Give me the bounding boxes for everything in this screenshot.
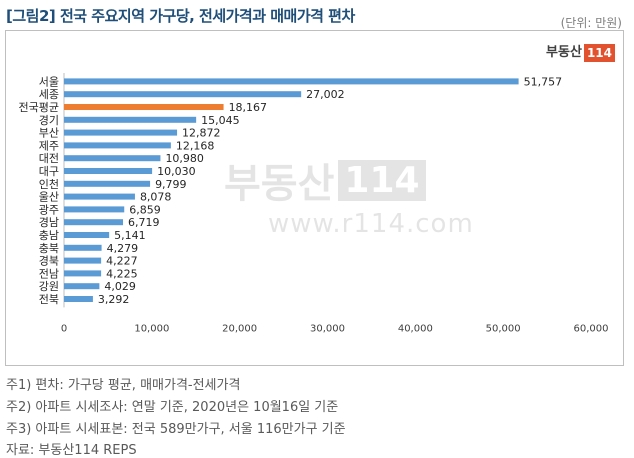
category-label: 울산	[39, 191, 59, 204]
value-label: 4,227	[106, 255, 138, 268]
value-label: 15,045	[201, 114, 240, 127]
category-label: 부산	[39, 127, 59, 140]
value-label: 10,030	[157, 165, 196, 178]
category-label: 강원	[39, 280, 59, 293]
value-label: 4,225	[106, 267, 138, 280]
category-label: 인천	[39, 177, 59, 191]
category-label: 경기	[39, 114, 59, 127]
category-label: 대구	[39, 165, 59, 178]
bar	[64, 219, 124, 226]
footnote-2: 주2) 아파트 시세조사: 연말 기준, 2020년은 10월16일 기준	[6, 400, 339, 415]
x-tick-label: 30,000	[310, 323, 345, 334]
value-label: 18,167	[229, 101, 268, 114]
category-label: 충남	[39, 229, 59, 242]
bar	[64, 91, 302, 98]
category-label: 경북	[39, 255, 59, 268]
x-tick-label: 40,000	[398, 323, 433, 334]
bar	[64, 168, 153, 174]
source-note: 자료: 부동산114 REPS	[6, 443, 137, 458]
watermark-number: 114	[338, 159, 426, 201]
bar	[64, 283, 100, 290]
value-label: 8,078	[140, 191, 172, 204]
watermark-url: www.r114.com	[268, 209, 474, 239]
category-label: 광주	[39, 203, 59, 216]
unit-label: (단위: 만원)	[560, 16, 622, 30]
category-label: 전남	[39, 267, 59, 280]
bar	[64, 180, 151, 187]
bar	[64, 129, 178, 136]
value-label: 10,980	[165, 152, 204, 165]
x-tick-label: 60,000	[574, 323, 609, 334]
category-label: 충북	[39, 242, 59, 255]
bar	[64, 296, 93, 302]
footnote-1: 주1) 편차: 가구당 평균, 매매가격-전세가격	[6, 378, 241, 393]
category-label: 제주	[39, 139, 59, 152]
bar	[64, 257, 102, 264]
value-label: 5,141	[114, 229, 146, 242]
category-label: 대전	[39, 152, 59, 165]
value-label: 9,799	[155, 178, 187, 191]
bar	[64, 270, 102, 277]
x-tick-label: 50,000	[486, 323, 521, 334]
value-label: 6,859	[129, 203, 161, 216]
bar	[64, 78, 519, 85]
value-label: 6,719	[128, 216, 160, 229]
category-label: 경남	[39, 216, 59, 229]
bar	[64, 206, 125, 213]
value-label: 3,292	[98, 293, 130, 306]
watermark-text: 부동산	[224, 161, 335, 207]
brand-logo: 부동산 114	[544, 44, 615, 62]
value-label: 4,279	[107, 242, 139, 255]
bar-chart: 서울 51,757 세종 27,002 전국평균 18,167 경기 15,045 부산 12,8…	[19, 73, 609, 334]
category-label: 전국평균	[19, 101, 59, 114]
value-label: 27,002	[306, 88, 345, 101]
bar	[64, 116, 197, 123]
bar	[64, 104, 224, 110]
bar	[64, 142, 171, 149]
category-label: 전북	[39, 293, 59, 306]
category-label: 서울	[39, 75, 59, 88]
value-label: 12,872	[182, 127, 221, 140]
chart-title: [그림2] 전국 주요지역 가구당, 전세가격과 매매가격 편차	[6, 7, 355, 25]
logo-text: 부동산	[546, 45, 582, 60]
chart-area: 부동산 114 www.r114.com 부동산 114 서울 51,757 세종 2…	[5, 30, 624, 366]
logo-number: 114	[583, 44, 615, 62]
value-label: 4,029	[104, 280, 136, 293]
x-tick-label: 0	[61, 323, 67, 334]
watermark-logo: 부동산 114	[224, 151, 426, 209]
bar	[64, 232, 110, 238]
value-label: 51,757	[524, 75, 563, 88]
bar	[64, 155, 161, 162]
value-label: 12,168	[176, 139, 215, 152]
x-tick-label: 20,000	[222, 323, 257, 334]
bar	[64, 193, 135, 200]
bar	[64, 244, 102, 251]
category-label: 세종	[39, 88, 59, 101]
x-tick-label: 10,000	[134, 323, 169, 334]
footnote-3: 주3) 아파트 시세표본: 전국 589만가구, 서울 116만가구 기준	[6, 422, 346, 437]
